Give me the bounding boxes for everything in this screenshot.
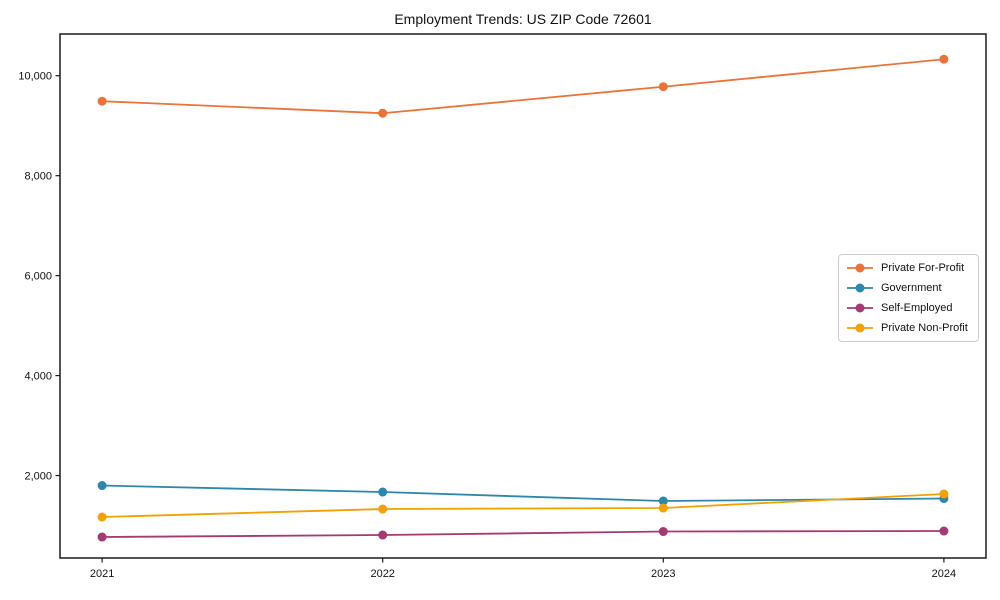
legend-marker-icon (847, 303, 873, 313)
legend-dot (855, 323, 865, 333)
x-tick-label: 2023 (651, 568, 675, 580)
data-point (97, 532, 107, 542)
series-line-3 (102, 493, 944, 518)
legend-label: Self-Employed (881, 301, 953, 314)
data-point (97, 512, 107, 522)
legend-label: Private Non-Profit (881, 321, 968, 334)
x-tick-label: 2024 (932, 568, 956, 580)
legend-item: Private Non-Profit (845, 318, 972, 337)
data-point (658, 82, 668, 92)
series-line-2 (102, 530, 944, 538)
legend-label: Government (881, 282, 942, 295)
data-point (97, 96, 107, 106)
legend-dot (855, 263, 865, 273)
series-line-0 (102, 58, 944, 115)
legend-marker-icon (847, 263, 873, 273)
legend-label: Private For-Profit (881, 262, 965, 275)
plot-frame (59, 33, 987, 559)
legend-marker-icon (847, 323, 873, 333)
chart-title: Employment Trends: US ZIP Code 72601 (394, 11, 652, 27)
legend-dot (855, 283, 865, 293)
data-point (939, 526, 949, 536)
series-line-1 (102, 484, 944, 502)
legend-marker-icon (847, 283, 873, 293)
data-point (378, 487, 388, 497)
data-point (658, 503, 668, 513)
legend-box: Private For-Profit Government Self-Employe… (838, 254, 979, 342)
legend-item: Government (845, 279, 972, 298)
y-tick-label: 2,000 (24, 470, 52, 482)
data-point (97, 481, 107, 491)
y-tick-label: 4,000 (24, 370, 52, 382)
data-point (658, 527, 668, 537)
legend-dot (855, 303, 865, 313)
data-point (939, 54, 949, 64)
y-tick-label: 8,000 (24, 170, 52, 182)
legend-item: Self-Employed (845, 299, 972, 318)
x-tick-label: 2022 (370, 568, 394, 580)
data-point (378, 108, 388, 118)
data-point (378, 530, 388, 540)
legend-item: Private For-Profit (845, 259, 972, 278)
data-point (658, 496, 668, 506)
data-point (939, 489, 949, 499)
data-point (378, 504, 388, 514)
y-tick-label: 6,000 (24, 270, 52, 282)
y-tick-label: 10,000 (18, 71, 52, 83)
x-tick-label: 2021 (90, 568, 114, 580)
